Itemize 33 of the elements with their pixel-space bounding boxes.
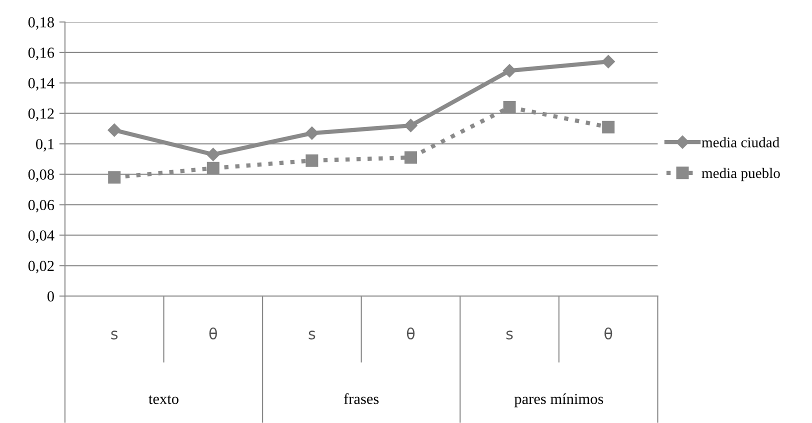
x-tick-label: s <box>308 330 316 340</box>
legend-label: media pueblo <box>702 168 780 182</box>
y-tick-label: 0,04 <box>28 230 54 243</box>
y-tick-label: 0,06 <box>28 200 54 212</box>
x-tick-label: s <box>506 330 513 340</box>
x-tick-label: s <box>111 330 118 340</box>
point <box>306 154 318 167</box>
point <box>108 171 121 184</box>
y-tick-label: 0,08 <box>28 169 54 182</box>
text: texto <box>148 395 178 404</box>
y-tick-label: 0,02 <box>28 260 54 274</box>
text: pares mínimos <box>514 393 604 408</box>
point <box>502 64 516 78</box>
point <box>602 120 615 134</box>
x-tick-label: θ <box>604 328 612 340</box>
point <box>206 148 220 162</box>
legend-label: media ciudad <box>702 137 780 148</box>
point <box>108 124 121 137</box>
y-tick-label: 0,18 <box>28 17 54 30</box>
point <box>503 101 516 114</box>
y-tick-label: 0,16 <box>28 48 54 60</box>
point <box>305 126 319 140</box>
y-tick-label: 0,1 <box>36 138 54 152</box>
y-tick-label: 0,12 <box>28 108 54 122</box>
x-tick-label: θ <box>209 328 217 340</box>
y-tick-label: 0,14 <box>28 78 54 91</box>
point <box>206 162 220 174</box>
point <box>404 151 417 164</box>
y-tick-label: 0 <box>47 291 54 302</box>
x-tick-label: θ <box>406 328 415 340</box>
text: frases <box>344 393 379 404</box>
point <box>404 118 418 132</box>
point <box>602 55 615 68</box>
